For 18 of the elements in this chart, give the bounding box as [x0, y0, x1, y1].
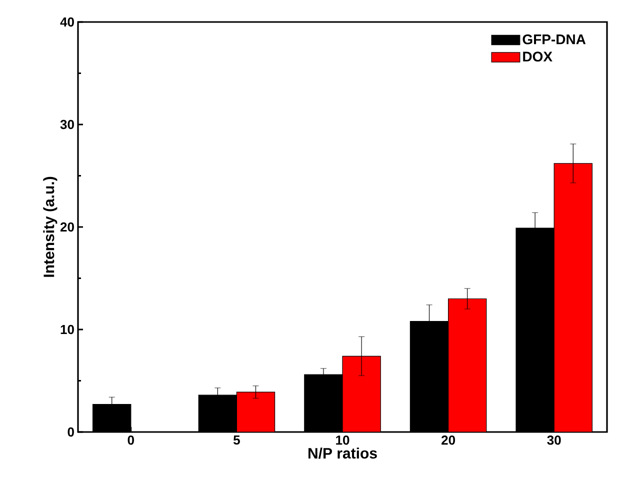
bar — [342, 356, 381, 432]
x-axis-title: N/P ratios — [308, 448, 377, 459]
x-tick-label: 20 — [442, 436, 456, 445]
legend-label: DOX — [523, 52, 552, 62]
bar — [448, 298, 486, 432]
bar — [236, 392, 275, 432]
x-tick-label: 10 — [336, 436, 350, 445]
legend-label: GFP-DNA — [522, 34, 586, 44]
y-axis-title: Intensity (a.u.) — [43, 176, 58, 277]
y-tick-label: 40 — [60, 17, 74, 27]
x-tick-label: 30 — [547, 436, 561, 445]
y-tick-label: 10 — [60, 324, 74, 334]
y-tick-label: 0 — [68, 427, 74, 437]
y-tick-label: 20 — [60, 222, 74, 232]
y-tick-label: 30 — [60, 120, 74, 130]
x-tick-label: 0 — [128, 436, 134, 445]
bar — [554, 163, 592, 432]
x-tick-label: 5 — [233, 436, 240, 445]
